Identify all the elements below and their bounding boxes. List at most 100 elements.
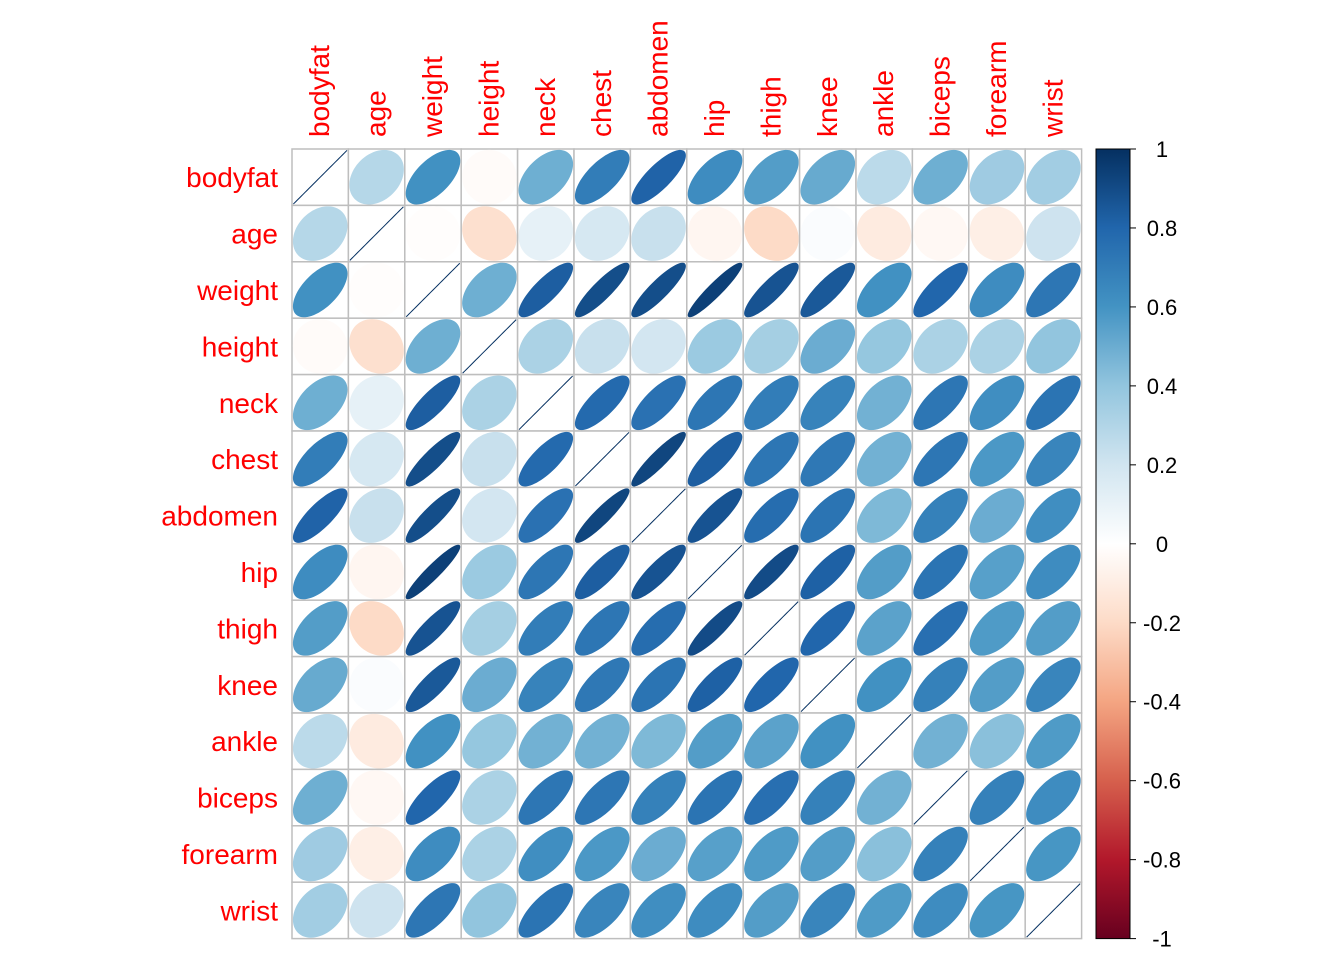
cell-ankle-wrist — [1024, 712, 1083, 771]
column-label-thigh: thigh — [755, 76, 786, 137]
correlation-ellipse — [744, 657, 799, 713]
cell-weight-chest — [573, 261, 632, 319]
correlation-ellipse — [405, 544, 461, 600]
cell-abdomen-biceps — [911, 486, 970, 545]
cell-hip-height — [460, 543, 519, 601]
correlation-ellipse — [969, 544, 1025, 600]
cell-hip-hip — [686, 543, 744, 601]
correlation-ellipse — [405, 319, 461, 374]
cell-chest-ankle — [855, 430, 914, 489]
cell-abdomen-chest — [573, 486, 632, 545]
correlation-ellipse — [687, 431, 743, 487]
correlation-ellipse — [913, 883, 968, 938]
correlation-ellipse — [744, 488, 799, 543]
correlation-ellipse — [631, 770, 686, 825]
correlation-ellipse — [518, 770, 574, 825]
colorbar-bar — [1095, 148, 1131, 940]
column-label-forearm: forearm — [981, 41, 1012, 137]
cell-chest-thigh — [742, 430, 801, 489]
correlation-ellipse — [349, 544, 404, 600]
correlation-ellipse — [405, 488, 461, 543]
correlation-ellipse — [631, 375, 686, 431]
correlation-ellipse — [349, 262, 404, 318]
correlation-ellipse — [800, 601, 856, 656]
cell-thigh-ankle — [855, 599, 914, 658]
cell-thigh-knee — [798, 599, 857, 658]
correlation-ellipse — [687, 206, 743, 261]
cell-ankle-weight — [404, 712, 462, 771]
correlation-ellipse — [744, 206, 799, 261]
cell-wrist-height — [460, 881, 519, 940]
cell-hip-bodyfat — [291, 543, 350, 601]
cell-thigh-chest — [573, 599, 632, 658]
cell-chest-forearm — [968, 430, 1026, 489]
cell-thigh-height — [460, 599, 519, 658]
correlation-ellipse — [1026, 657, 1081, 713]
correlation-ellipse — [969, 657, 1025, 713]
cell-thigh-forearm — [968, 599, 1026, 658]
correlation-ellipse — [631, 883, 686, 938]
correlation-ellipse — [969, 488, 1025, 543]
cell-biceps-knee — [798, 768, 857, 827]
correlation-ellipse — [856, 544, 912, 600]
cell-age-thigh — [742, 204, 801, 263]
correlation-ellipse — [462, 149, 517, 205]
cell-wrist-biceps — [911, 881, 970, 940]
cell-ankle-hip — [686, 712, 744, 771]
row-label-hip: hip — [241, 557, 278, 588]
cell-hip-age — [347, 543, 406, 601]
correlation-ellipse — [405, 206, 461, 261]
correlation-ellipse — [574, 883, 630, 938]
correlation-ellipse — [913, 657, 968, 713]
correlation-ellipse — [631, 488, 686, 543]
cell-hip-biceps — [911, 543, 970, 601]
correlation-ellipse — [687, 770, 743, 825]
cell-wrist-forearm — [968, 881, 1026, 940]
cell-wrist-chest — [573, 881, 632, 940]
cell-forearm-ankle — [855, 825, 914, 883]
correlation-ellipse — [744, 770, 799, 825]
correlation-ellipse — [856, 262, 912, 318]
cell-biceps-chest — [573, 768, 632, 827]
cell-neck-weight — [404, 373, 462, 432]
row-label-age: age — [231, 219, 278, 250]
correlation-ellipse — [913, 149, 968, 205]
row-label-bodyfat: bodyfat — [186, 162, 278, 193]
cell-knee-weight — [404, 655, 462, 714]
correlation-ellipse — [405, 601, 461, 656]
cell-knee-hip — [686, 655, 744, 714]
cell-hip-neck — [516, 543, 575, 601]
correlation-ellipse — [292, 319, 348, 374]
cell-abdomen-knee — [798, 486, 857, 545]
row-label-weight: weight — [196, 275, 278, 306]
cell-neck-abdomen — [629, 373, 688, 432]
cell-wrist-hip — [686, 881, 744, 940]
cell-biceps-neck — [516, 768, 575, 827]
correlation-ellipse — [518, 488, 574, 543]
cell-age-wrist — [1024, 204, 1083, 263]
correlation-ellipse — [292, 375, 348, 431]
cell-weight-forearm — [968, 261, 1026, 319]
cell-bodyfat-forearm — [968, 148, 1026, 207]
cell-forearm-abdomen — [629, 825, 688, 883]
correlation-ellipse — [292, 488, 348, 543]
correlation-ellipse — [462, 826, 517, 882]
correlation-ellipse — [856, 149, 912, 205]
cell-wrist-abdomen — [629, 881, 688, 940]
colorbar-tick-label: 0.6 — [1147, 295, 1178, 320]
cell-ankle-chest — [573, 712, 632, 771]
correlation-ellipse — [631, 319, 686, 374]
column-label-knee: knee — [812, 76, 843, 137]
cell-abdomen-height — [460, 486, 519, 545]
row-label-ankle: ankle — [211, 726, 278, 757]
correlation-ellipse — [800, 657, 855, 712]
correlation-ellipse — [574, 149, 630, 205]
correlation-ellipse — [687, 262, 743, 318]
row-label-chest: chest — [211, 444, 278, 475]
cell-age-bodyfat — [291, 204, 350, 263]
cell-wrist-age — [347, 881, 406, 940]
correlation-ellipse — [574, 488, 630, 543]
cell-age-forearm — [968, 204, 1026, 263]
correlation-ellipse — [687, 375, 743, 431]
